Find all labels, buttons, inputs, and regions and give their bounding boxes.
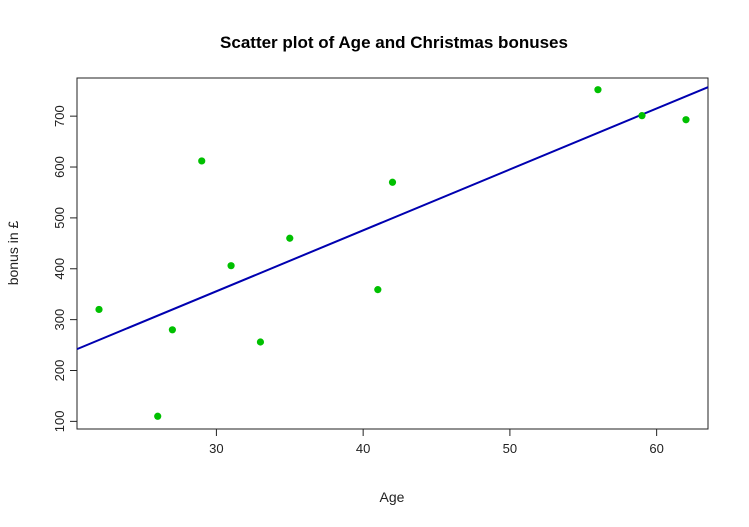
data-point: [594, 86, 602, 94]
data-point: [168, 326, 176, 334]
y-tick-label: 100: [52, 411, 67, 433]
data-point: [374, 286, 382, 294]
y-tick-label: 500: [52, 207, 67, 229]
data-point: [154, 412, 162, 420]
y-axis-label: bonus in £: [5, 220, 21, 285]
plot-frame: [76, 77, 709, 430]
y-tick-label: 400: [52, 258, 67, 280]
data-point: [286, 234, 294, 242]
data-point: [256, 338, 265, 346]
data-point: [682, 116, 690, 124]
data-point: [95, 305, 103, 314]
y-tick-label: 300: [52, 309, 67, 331]
y-axis: 100 200 300 400 500 600 700: [52, 105, 78, 433]
y-tick-label: 200: [52, 360, 67, 382]
x-tick-label: 30: [209, 441, 223, 456]
data-point: [638, 112, 646, 120]
x-tick-label: 50: [503, 441, 517, 456]
chart-title: Scatter plot of Age and Christmas bonuse…: [220, 33, 568, 52]
x-axis-label: Age: [380, 489, 405, 505]
data-point: [388, 178, 397, 186]
x-tick-label: 60: [649, 441, 663, 456]
data-point: [198, 157, 206, 165]
y-tick-label: 600: [52, 156, 67, 178]
data-point: [227, 262, 235, 270]
x-tick-label: 40: [356, 441, 370, 456]
regression-line: [76, 86, 709, 351]
y-tick-label: 700: [52, 105, 67, 127]
x-axis: 30 40 50 60: [209, 428, 664, 456]
data-points: [95, 86, 690, 420]
